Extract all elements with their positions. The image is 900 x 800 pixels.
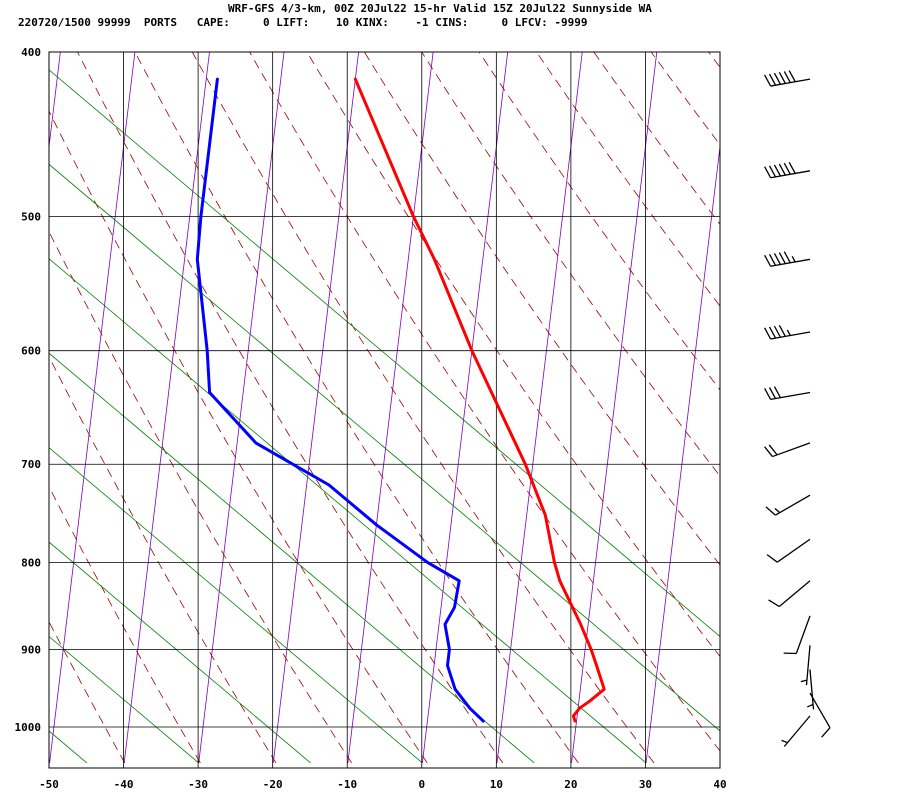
temperature-profile [353, 77, 606, 723]
isotherm-line [571, 52, 658, 763]
wind-barb [781, 715, 811, 747]
isotherm-line [347, 52, 434, 763]
mixing-ratio-line [49, 163, 720, 732]
wind-barb [809, 692, 831, 738]
dry-adiabat-line [850, 14, 900, 763]
mixing-ratio-line [49, 352, 535, 764]
isotherm-line [496, 52, 583, 763]
dry-adiabat-line [421, 52, 720, 477]
isotherm-line [870, 14, 900, 763]
x-tick-label: 0 [418, 778, 425, 791]
isotherm-line [421, 52, 509, 763]
x-axis-labels: -50 -40 -30 -20 -10 0 10 20 30 40 [39, 778, 727, 791]
dewpoint-profile [195, 77, 485, 723]
chart-grid [48, 51, 721, 768]
dry-adiabat-line [49, 230, 352, 764]
x-tick-label: -40 [114, 778, 134, 791]
wind-barb [764, 161, 811, 179]
wind-barbs [764, 70, 831, 747]
isotherm-line [123, 52, 210, 763]
wind-barb [800, 645, 811, 686]
x-tick-label: -10 [337, 778, 357, 791]
isotherm-line [645, 143, 720, 763]
stability-indices: 220720/1500 99999 PORTS CAPE: 0 LIFT: 10… [18, 16, 588, 29]
mixing-ratio-line [49, 541, 311, 764]
plot-frame [48, 51, 721, 769]
wind-barb [768, 580, 811, 608]
dry-adiabat-line [363, 52, 720, 566]
isotherm-line [49, 52, 136, 763]
dry-adiabat-line [49, 621, 126, 764]
dry-adiabat-line [77, 52, 504, 764]
dry-adiabat-line [737, 14, 900, 763]
x-tick-label: -20 [263, 778, 283, 791]
x-tick-label: 40 [713, 778, 726, 791]
dry-adiabat-line [708, 52, 720, 68]
mixing-ratio-line [49, 730, 88, 764]
wind-barb [766, 538, 811, 563]
y-tick-label: 700 [21, 458, 41, 471]
y-tick-label: 500 [21, 210, 41, 223]
x-tick-label: -50 [39, 778, 59, 791]
isotherm-line [795, 14, 885, 763]
dry-adiabat-line [593, 52, 720, 225]
isotherm-line [198, 52, 285, 763]
dry-adiabat-line [536, 52, 720, 307]
y-tick-label: 600 [21, 345, 41, 358]
wind-barb [806, 669, 815, 710]
dry-adiabat-line [49, 355, 277, 764]
wind-barb [764, 442, 811, 458]
dry-adiabat-line [49, 485, 201, 764]
thermo-background-lines [49, 14, 900, 764]
wind-barb [764, 386, 811, 401]
dry-adiabat-line [134, 52, 579, 764]
wind-barb [764, 324, 811, 340]
dry-adiabat-line [306, 52, 720, 658]
isotherm-line [272, 52, 359, 763]
x-tick-label: 20 [564, 778, 577, 791]
wind-barb [764, 70, 811, 87]
y-tick-label: 400 [21, 46, 41, 59]
wind-barb [765, 494, 811, 516]
dry-adiabat-line [478, 52, 720, 391]
y-tick-label: 800 [21, 557, 41, 570]
y-axis-labels: 400 500 600 700 800 900 1000 [15, 46, 42, 734]
x-tick-label: 10 [490, 778, 503, 791]
dry-adiabat-line [650, 52, 720, 146]
dry-adiabat-line [191, 52, 655, 764]
dry-adiabat-line [249, 52, 720, 752]
x-tick-label: 30 [639, 778, 652, 791]
y-tick-label: 1000 [15, 721, 42, 734]
chart-title: WRF-GFS 4/3-km, 00Z 20Jul22 15-hr Valid … [228, 2, 652, 15]
profile-series [195, 77, 606, 723]
isotherm-line [49, 52, 61, 151]
wind-barb [764, 251, 811, 267]
wind-barb [783, 615, 811, 655]
x-tick-label: -30 [188, 778, 208, 791]
y-tick-label: 900 [21, 643, 41, 656]
mixing-ratio-line [49, 69, 720, 638]
